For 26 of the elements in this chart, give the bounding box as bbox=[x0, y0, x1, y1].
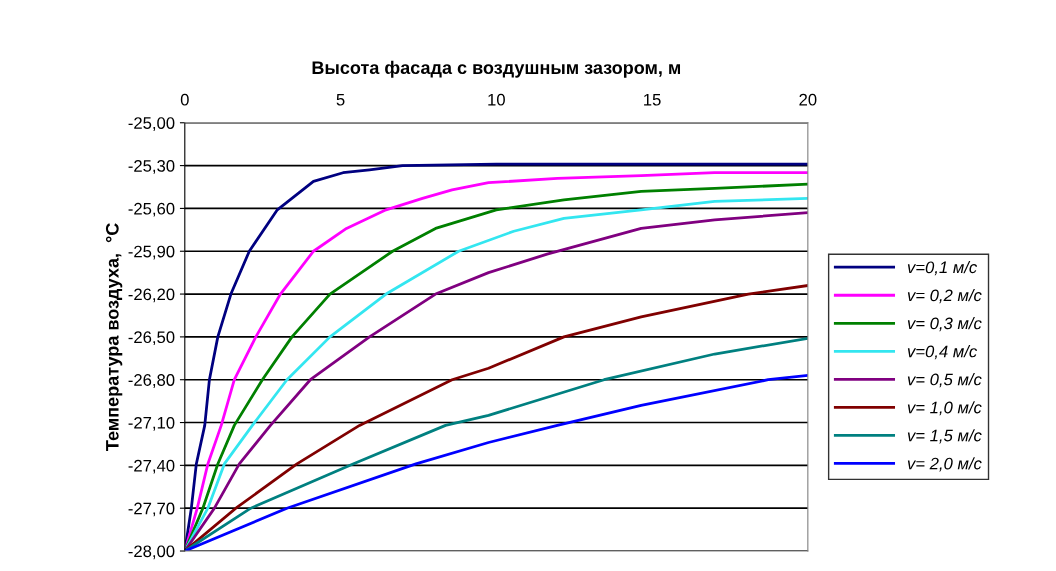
y-tick-label: -25,90 bbox=[128, 245, 175, 260]
y-tick-label: -26,20 bbox=[128, 288, 175, 303]
x-tick-label: 0 bbox=[180, 93, 189, 106]
y-tick-label: -27,10 bbox=[128, 416, 175, 431]
y-axis-title: Температура воздуха, °С bbox=[105, 223, 123, 451]
legend-label: v= 1,5 м/с bbox=[907, 429, 982, 444]
x-axis-title: Высота фасада с воздушным зазором, м bbox=[312, 60, 681, 78]
y-tick-label: -28,00 bbox=[128, 545, 175, 560]
legend-label: v= 0,5 м/с bbox=[907, 373, 982, 388]
x-tick-label: 10 bbox=[488, 93, 505, 106]
y-tick-label: -25,60 bbox=[128, 202, 175, 217]
x-tick-label: 20 bbox=[799, 93, 817, 106]
legend-label: v= 2,0 м/с bbox=[907, 457, 982, 472]
x-tick-label: 5 bbox=[336, 93, 345, 106]
y-tick-label: -26,50 bbox=[128, 331, 175, 346]
y-tick-label: -26,80 bbox=[128, 374, 175, 388]
y-tick-label: -25,30 bbox=[128, 159, 175, 174]
legend-label: v=0,4 м/с bbox=[907, 345, 978, 360]
legend-label: v=0,1 м/с bbox=[907, 260, 978, 276]
legend-label: v= 1,0 м/с bbox=[907, 401, 982, 416]
y-tick-label: -27,40 bbox=[128, 459, 175, 474]
legend-label: v= 0,3 м/с bbox=[907, 317, 982, 332]
x-tick-label: 15 bbox=[644, 93, 661, 106]
legend-label: v= 0,2 м/с bbox=[907, 289, 982, 304]
y-tick-label: -27,70 bbox=[128, 502, 175, 517]
y-tick-label: -25,00 bbox=[128, 117, 175, 131]
